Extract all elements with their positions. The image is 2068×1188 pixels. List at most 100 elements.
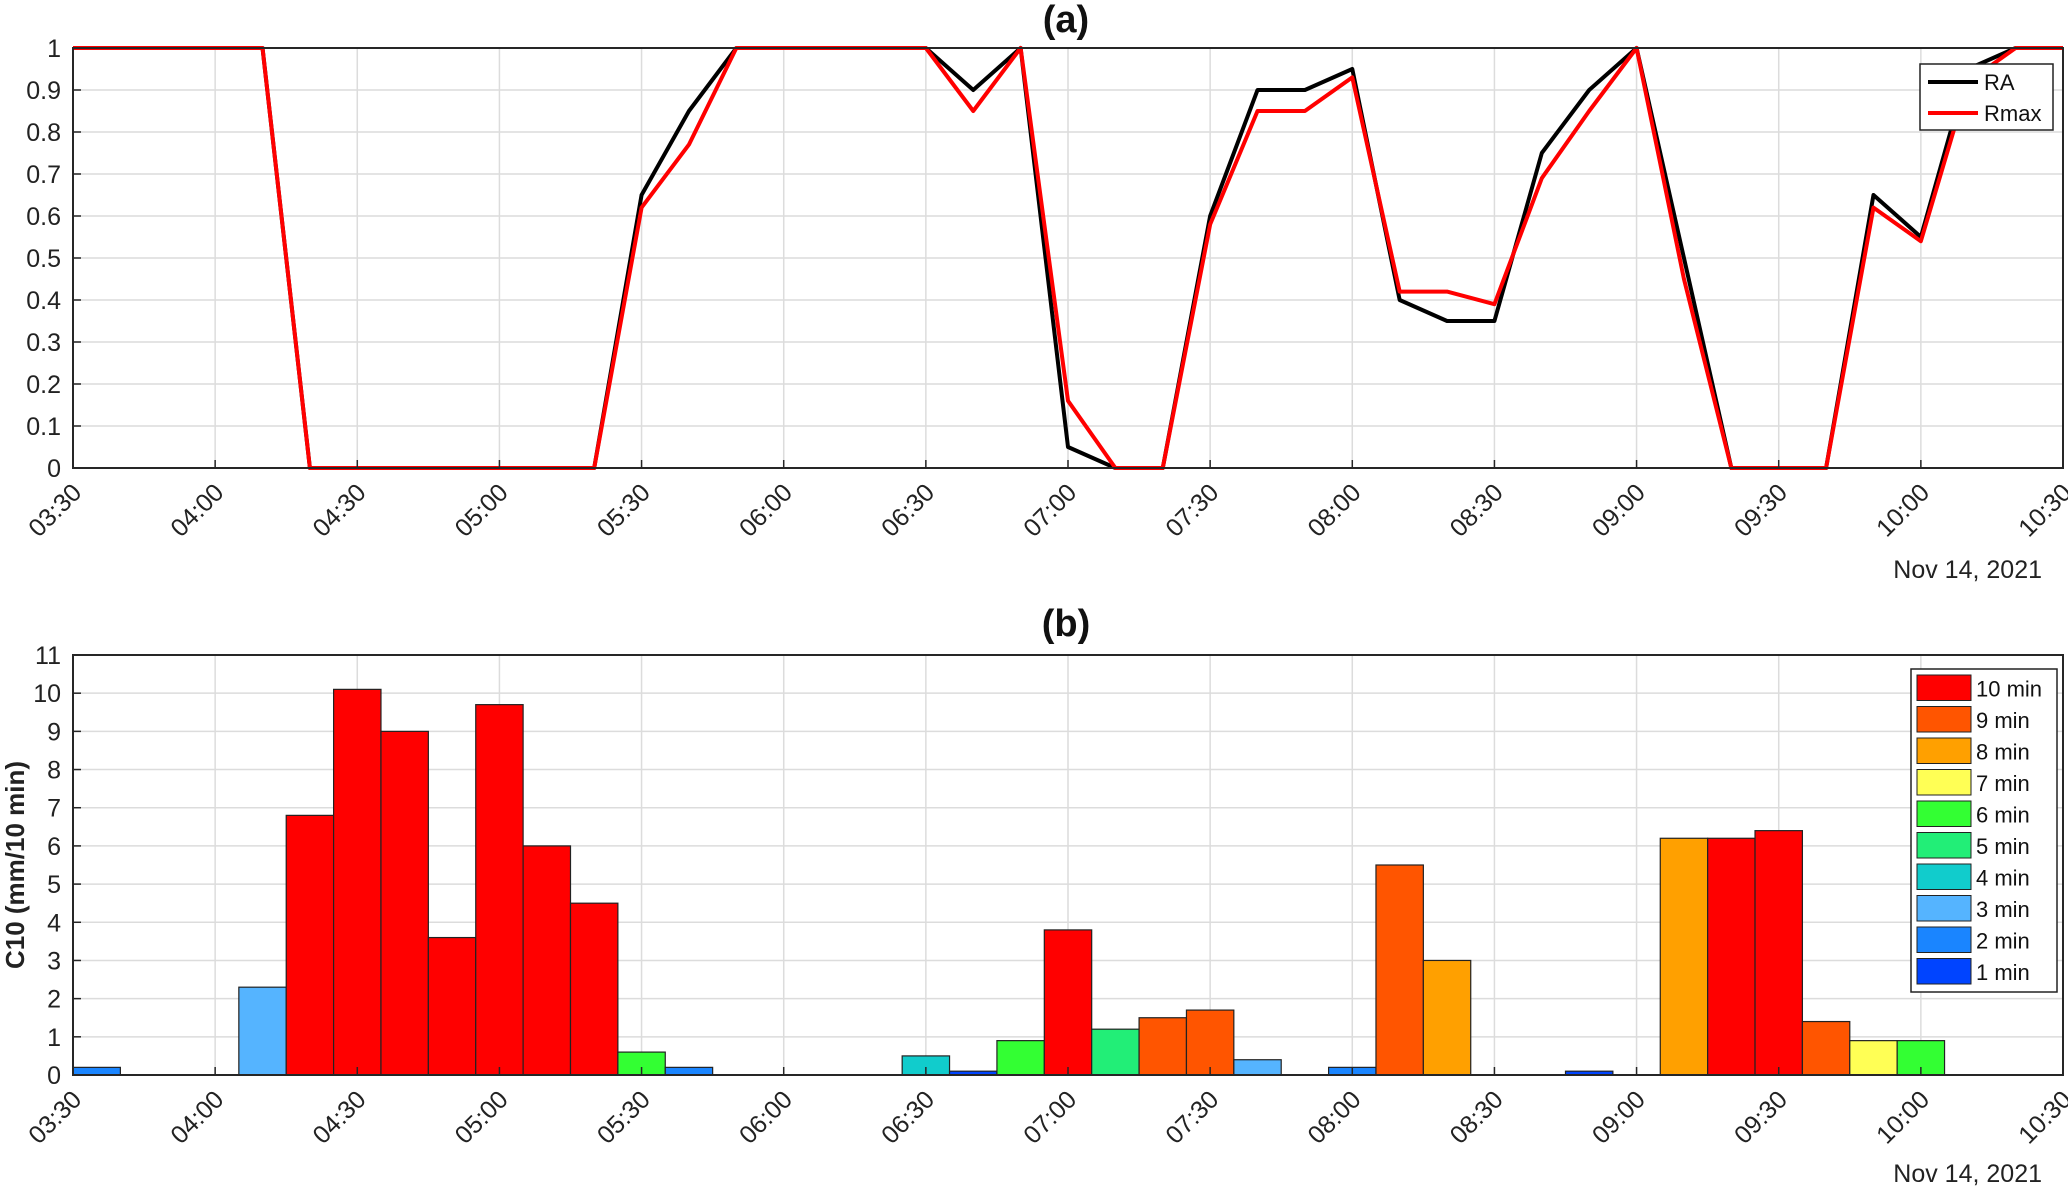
legend-label: 1 min [1976,960,2030,985]
bar [427,936,477,1076]
y-tick-label: 0.3 [26,329,61,357]
bar [664,1066,714,1076]
y-tick-label: 0.4 [26,287,61,315]
x-tick-label: 09:30 [1729,478,1793,542]
legend-swatch [1916,863,1972,890]
legend-label: 2 min [1976,929,2030,954]
x-tick-label: 07:30 [1160,1085,1224,1149]
y-tick-label: 6 [47,833,61,861]
y-tick-label: 9 [47,718,61,746]
panel-a-legend: RA Rmax [1919,63,2054,131]
bar [1138,1017,1188,1076]
y-tick-label: 0.8 [26,119,61,147]
y-tick-label: 0 [47,455,61,483]
bar [522,845,572,1076]
x-tick-label: 04:00 [165,478,229,542]
x-tick-label: 06:30 [876,1085,940,1149]
x-tick-label: 05:00 [450,1085,514,1149]
x-tick-label: 09:30 [1729,1085,1793,1149]
panel-a-title: (a) [1043,0,1089,41]
x-tick-label: 05:30 [592,478,656,542]
panel-a-y-ticks: 0 0.1 0.2 0.3 0.4 0.5 0.6 0.7 0.8 0.9 1 [26,35,81,483]
legend-label: 5 min [1976,834,2030,859]
x-tick-label: 08:00 [1302,478,1366,542]
x-tick-label: 06:30 [876,478,940,542]
x-tick-label: 05:30 [592,1085,656,1149]
legend-label: 4 min [1976,866,2030,891]
x-tick-label: 06:00 [734,478,798,542]
panel-b-date-label: Nov 14, 2021 [1893,1160,2042,1188]
bar [1375,864,1424,1076]
y-tick-label: 0.7 [26,161,61,189]
bar [1801,1020,1851,1076]
bar [238,986,287,1076]
y-tick-label: 7 [47,795,61,823]
bar [1185,1009,1235,1076]
legend-label: 8 min [1976,740,2030,765]
x-tick-label: 09:00 [1587,478,1651,542]
bar [1659,837,1709,1076]
bar [1849,1040,1898,1076]
y-tick-label: 5 [47,871,61,899]
x-tick-label: 03:30 [23,1085,87,1149]
panel-a-x-ticks: 03:30 04:00 04:30 05:00 05:30 06:00 06:30 07:00… [23,460,2068,542]
bar [475,704,524,1076]
y-tick-label: 0.5 [26,245,61,273]
panel-b-y-axis-label: C10 (mm/10 min) [0,761,30,969]
bar [1707,837,1756,1076]
y-tick-label: 1 [47,35,61,63]
y-tick-label: 10 [33,680,61,708]
panel-a-line-chart: 0 0.1 0.2 0.3 0.4 0.5 0.6 0.7 0.8 0.9 1 03:30 04:00… [23,0,2068,584]
legend-label-ra: RA [1984,70,2015,95]
y-tick-label: 1 [47,1024,61,1052]
bar [569,902,619,1076]
x-tick-label: 04:30 [307,1085,371,1149]
y-tick-label: 2 [47,986,61,1014]
x-tick-label: 04:00 [165,1085,229,1149]
x-tick-label: 04:30 [307,478,371,542]
panel-b-y-ticks: 0 1 2 3 4 5 6 7 8 9 10 11 [33,642,81,1090]
panel-a-grid [72,47,2064,469]
legend-label-rmax: Rmax [1984,101,2041,126]
x-tick-label: 08:30 [1445,1085,1509,1149]
y-tick-label: 0.2 [26,371,61,399]
y-tick-label: 0.6 [26,203,61,231]
y-tick-label: 0.9 [26,77,61,105]
x-tick-label: 10:00 [1871,478,1935,542]
legend-swatch [1916,800,1972,827]
legend-label: 7 min [1976,771,2030,796]
x-tick-label: 08:00 [1302,1085,1366,1149]
y-tick-label: 0.1 [26,413,61,441]
legend-swatch [1916,706,1972,733]
legend-swatch [1916,674,1972,701]
x-tick-label: 10:30 [2013,478,2068,542]
y-tick-label: 4 [47,909,61,937]
x-tick-label: 03:30 [23,478,87,542]
bar [1043,929,1093,1076]
x-tick-label: 07:00 [1018,478,1082,542]
panel-b-x-ticks: 03:30 04:00 04:30 05:00 05:30 06:00 06:30 07:00… [23,1067,2068,1149]
bar [380,730,429,1076]
x-tick-label: 09:00 [1587,1085,1651,1149]
bar [332,688,382,1076]
x-tick-label: 05:00 [450,478,514,542]
bar [72,1066,121,1076]
x-tick-label: 10:30 [2013,1085,2068,1149]
legend-swatch [1916,737,1972,764]
legend-label: 9 min [1976,708,2030,733]
panel-a-legend-box [1919,63,2054,131]
y-tick-label: 3 [47,947,61,975]
panel-a-date-label: Nov 14, 2021 [1893,556,2042,584]
bar [1233,1059,1282,1076]
legend-swatch [1916,958,1972,985]
y-tick-label: 0 [47,1062,61,1090]
legend-swatch [1916,895,1972,922]
y-tick-label: 11 [35,642,61,670]
panel-b-bar-chart: 0 1 2 3 4 5 6 7 8 9 10 11 03:30 04:00 04:30 05:00 05:30… [0,603,2068,1188]
legend-swatch [1916,769,1972,796]
bar [1091,1028,1140,1076]
legend-swatch [1916,832,1972,859]
panel-b-title: (b) [1042,603,1091,645]
x-tick-label: 06:00 [734,1085,798,1149]
